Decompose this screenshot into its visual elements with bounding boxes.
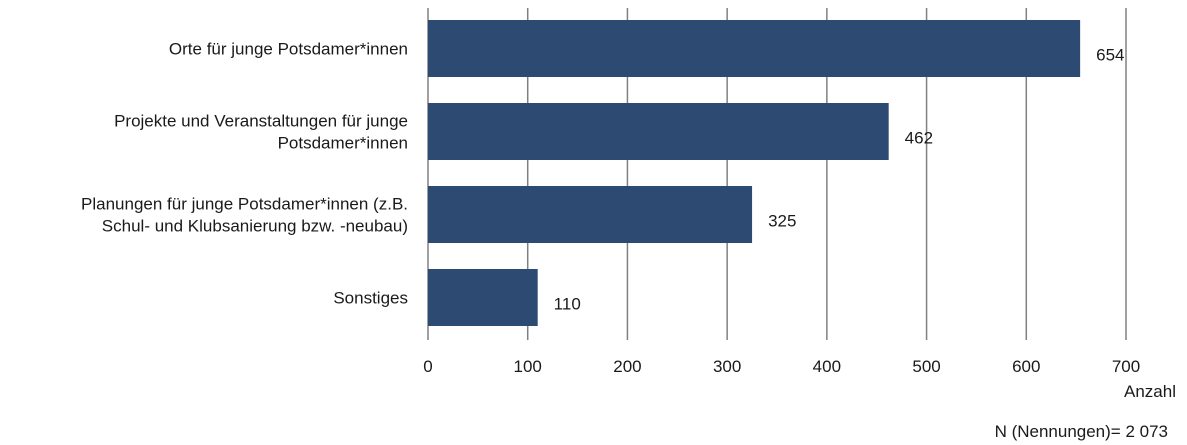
- bar: [428, 186, 753, 243]
- x-tick-label: 500: [912, 357, 940, 376]
- x-tick-label: 0: [423, 357, 432, 376]
- bars: [428, 20, 1081, 326]
- bar: [428, 103, 889, 160]
- data-label: 325: [768, 212, 796, 231]
- data-label: 110: [554, 295, 581, 314]
- x-axis-ticks: 0 100 200 300 400 500 600 700: [423, 357, 1140, 376]
- category-label-line: Potsdamer*innen: [278, 134, 408, 153]
- data-labels: 654 462 325 110: [554, 46, 1125, 314]
- category-label-line: Orte für junge Potsdamer*innen: [169, 40, 408, 59]
- x-tick-label: 200: [613, 357, 641, 376]
- x-axis-label: Anzahl: [1124, 382, 1176, 401]
- category-label-line: Planungen für junge Potsdamer*innen (z.B…: [81, 195, 408, 214]
- x-tick-label: 700: [1112, 357, 1140, 376]
- sample-size-note: N (Nennungen)= 2 073: [995, 422, 1168, 441]
- x-tick-label: 400: [813, 357, 841, 376]
- x-tick-label: 300: [713, 357, 741, 376]
- data-label: 654: [1096, 46, 1124, 65]
- category-label-line: Projekte und Veranstaltungen für junge: [114, 112, 408, 131]
- bar: [428, 20, 1081, 77]
- category-label: Sonstiges: [333, 289, 408, 308]
- category-label-line: Schul- und Klubsanierung bzw. -neubau): [102, 217, 408, 236]
- category-label: Orte für junge Potsdamer*innen: [169, 40, 408, 59]
- category-labels: Orte für junge Potsdamer*innen Projekte u…: [81, 40, 408, 308]
- category-label-line: Sonstiges: [333, 289, 408, 308]
- category-label: Planungen für junge Potsdamer*innen (z.B…: [81, 195, 408, 236]
- data-label: 462: [905, 129, 933, 148]
- category-label: Projekte und Veranstaltungen für junge Po…: [114, 112, 408, 153]
- x-tick-label: 100: [514, 357, 542, 376]
- x-tick-label: 600: [1012, 357, 1040, 376]
- bar: [428, 269, 538, 326]
